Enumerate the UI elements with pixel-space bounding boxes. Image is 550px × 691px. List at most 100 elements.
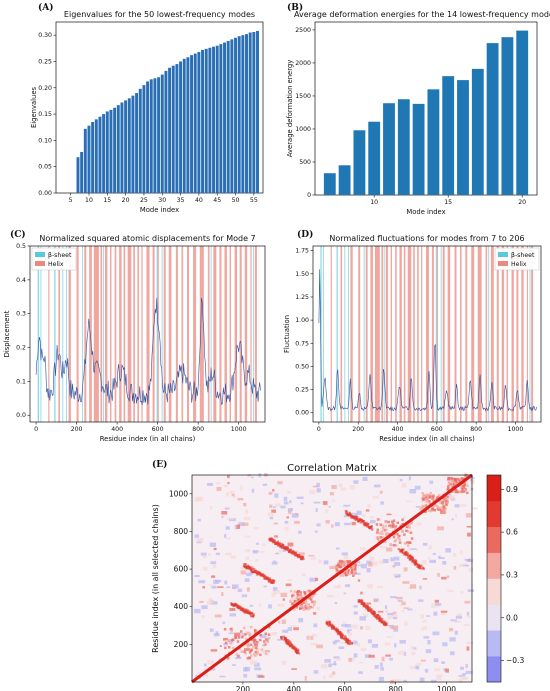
heatmap-cell — [343, 621, 346, 624]
heatmap-cell — [332, 640, 337, 645]
colorbar-segment — [487, 475, 501, 502]
heatmap-cell — [403, 516, 406, 519]
plot-frame — [312, 245, 542, 423]
heatmap-cell — [310, 555, 316, 560]
heatmap-cell — [419, 585, 422, 590]
heatmap-cell — [393, 679, 401, 684]
heatmap-cell — [384, 524, 388, 528]
bar — [245, 34, 248, 194]
heatmap-cell — [244, 578, 250, 582]
heatmap-cell — [240, 650, 244, 653]
heatmap-cell — [379, 523, 382, 526]
heatmap-cell — [385, 533, 388, 537]
heatmap-cell — [288, 551, 291, 554]
helix-band — [58, 246, 60, 422]
y-tick-label: 2000 — [295, 60, 311, 67]
heatmap-cell — [240, 485, 243, 491]
heatmap-cell — [394, 561, 401, 566]
heatmap-cell — [336, 564, 339, 568]
heatmap-cell — [271, 538, 274, 541]
panel-a: (A) 5 10 15 20 25 30 35 40 45 50 55 0.00 0.05 0.10 0.1… — [0, 0, 275, 225]
heatmap-cell — [424, 505, 427, 508]
heatmap-cell — [433, 508, 436, 512]
sheet-band — [320, 246, 322, 422]
x-tick-label: 35 — [177, 197, 185, 204]
heatmap-cell — [374, 613, 377, 616]
heatmap-cell — [219, 645, 222, 648]
heatmap-cell — [420, 567, 423, 570]
bar — [323, 173, 336, 195]
heatmap-cell — [398, 538, 401, 541]
bar — [127, 98, 131, 193]
heatmap-cell — [250, 614, 253, 618]
heatmap-cell — [277, 542, 280, 545]
displacement-chart: 0 200 400 600 800 1000 0.0 0.1 0.2 0.3 0.4 0.5 Norma… — [3, 234, 266, 443]
heatmap-cell — [460, 666, 464, 670]
heatmap-cell — [331, 485, 337, 490]
heatmap-cell — [466, 491, 469, 495]
heatmap-cell — [198, 580, 206, 584]
heatmap-cell — [260, 648, 264, 651]
heatmap-cell — [366, 602, 372, 605]
heatmap-cell — [301, 555, 305, 559]
x-tick-label: 400 — [392, 426, 404, 433]
heatmap-cell — [465, 664, 468, 668]
heatmap-cell — [429, 509, 433, 513]
colorbar-tick-label: 0.0 — [506, 613, 518, 622]
heatmap-cell — [280, 635, 283, 639]
heatmap-cell — [331, 623, 334, 626]
heatmap-cell — [451, 518, 454, 521]
heatmap-cell — [239, 605, 242, 608]
helix-band — [199, 246, 204, 422]
helix-band — [413, 246, 415, 422]
heatmap-cell — [263, 640, 266, 643]
heatmap-cell — [422, 626, 428, 630]
heatmap-cell — [353, 640, 358, 645]
heatmap-cell — [254, 646, 258, 650]
heatmap-cell — [328, 674, 334, 678]
heatmap-cell — [363, 613, 368, 618]
helix-band — [93, 246, 99, 422]
heatmap-cell — [406, 500, 413, 503]
bar — [219, 44, 223, 193]
heatmap-cell — [300, 602, 304, 606]
heatmap-cell — [387, 624, 394, 627]
heatmap-cell — [210, 649, 218, 652]
heatmap-cell — [253, 568, 256, 571]
heatmap-cell — [338, 646, 345, 650]
heatmap-cell — [329, 492, 334, 496]
heatmap-cell — [341, 634, 344, 638]
heatmap-cell — [231, 493, 235, 497]
heatmap-cell — [293, 554, 297, 557]
heatmap-cell — [286, 548, 289, 551]
heatmap-cell — [282, 635, 285, 638]
heatmap-cell — [377, 610, 384, 613]
heatmap-cell — [284, 520, 289, 524]
heatmap-cell — [370, 525, 373, 528]
heatmap-cell — [250, 660, 258, 665]
y-tick-label: 400 — [174, 602, 189, 611]
helix-band — [193, 246, 197, 422]
heatmap-cell — [263, 577, 266, 581]
bar — [87, 125, 91, 193]
heatmap-cell — [409, 531, 413, 535]
heatmap-cell — [309, 489, 316, 495]
correlation-matrix-chart: 200 400 600 800 1000 200 400 600 800 1000 Correlat… — [151, 463, 524, 691]
helix-band — [465, 246, 468, 422]
heatmap-cell — [234, 632, 241, 637]
x-tick-label: 200 — [236, 685, 251, 691]
heatmap-cell — [350, 657, 355, 662]
heatmap-cell — [371, 610, 374, 613]
bar — [353, 130, 366, 195]
heatmap-cell — [241, 594, 248, 598]
heatmap-cell — [368, 562, 373, 567]
heatmap-cell — [376, 586, 383, 589]
heatmap-cell — [244, 651, 247, 655]
heatmap-cell — [429, 480, 434, 484]
heatmap-cell — [420, 614, 424, 619]
heatmap-cell — [226, 586, 231, 589]
heatmap-cell — [287, 547, 290, 550]
heatmap-cell — [354, 517, 357, 520]
heatmap-cell — [272, 581, 275, 584]
heatmap-cell — [237, 654, 240, 658]
